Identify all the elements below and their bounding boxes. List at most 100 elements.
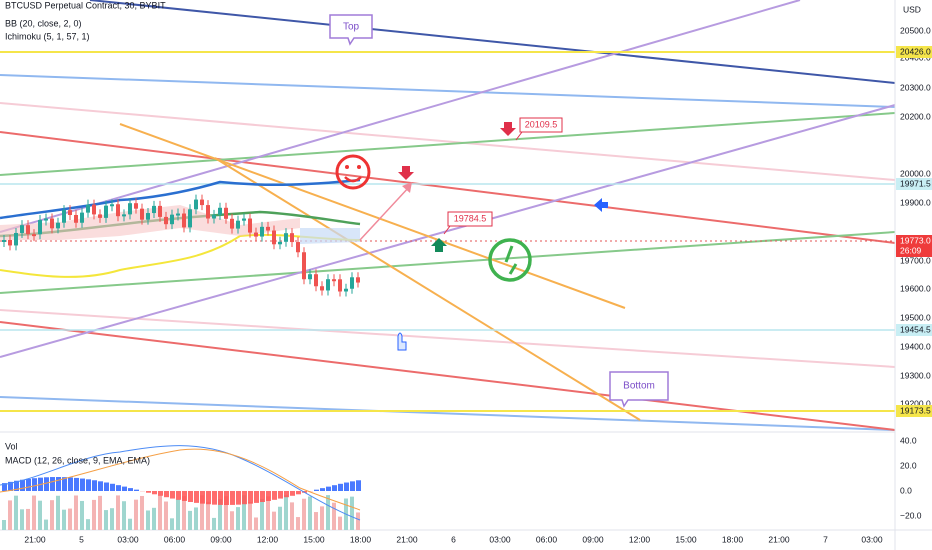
- volume-bar: [284, 495, 288, 530]
- volume-bar: [50, 500, 54, 530]
- candle-body: [146, 213, 150, 220]
- price-tick: 20300.0: [900, 82, 931, 92]
- volume-bar: [224, 496, 228, 530]
- candle-body: [278, 241, 282, 245]
- macd-bar: [92, 480, 97, 491]
- time-tick: 5: [79, 534, 84, 544]
- volume-bar: [176, 499, 180, 530]
- macd-bar: [122, 486, 127, 491]
- volume-bar: [248, 502, 252, 530]
- macd-bar: [164, 491, 169, 498]
- volume-bar: [194, 507, 198, 530]
- drawings: [0, 0, 896, 431]
- candle-body: [158, 205, 162, 217]
- macd-bar: [134, 489, 139, 491]
- time-tick: 09:00: [210, 534, 232, 544]
- indicator: Ichimoku (5, 1, 57, 1): [5, 31, 90, 41]
- volume-bar: [62, 509, 66, 530]
- volume-bar: [86, 519, 90, 530]
- price-tag: 19173.5: [900, 405, 931, 415]
- price-tag: 26:09: [900, 245, 922, 255]
- pane-tick: 20.0: [900, 460, 917, 470]
- currency: USD: [903, 4, 921, 14]
- price-tick: 19200.0: [900, 398, 931, 408]
- macd-bar: [26, 478, 31, 491]
- candle-body: [74, 215, 78, 223]
- volume-bar: [302, 498, 306, 530]
- candle-body: [350, 277, 354, 289]
- macd-bar: [50, 477, 55, 491]
- time-tick: 09:00: [582, 534, 604, 544]
- volume-bar: [20, 509, 24, 530]
- macd-bar: [284, 491, 289, 498]
- macd-bar: [44, 477, 49, 491]
- volume-bar: [8, 500, 12, 530]
- macd-bar: [176, 491, 181, 500]
- price-tag-bg: [896, 235, 932, 247]
- macd-bar: [170, 491, 175, 499]
- candle-body: [206, 205, 210, 219]
- volume-bar: [278, 506, 282, 530]
- candle-body: [140, 208, 144, 220]
- time-tick: 21:00: [396, 534, 418, 544]
- volume-bar: [140, 495, 144, 530]
- price-tag: 19454.5: [900, 324, 931, 334]
- macd-bar: [296, 491, 301, 495]
- candle-body: [326, 279, 330, 291]
- candle-body: [152, 205, 156, 214]
- macd-bar: [272, 491, 277, 500]
- candle-body: [50, 218, 54, 229]
- macd-bar: [32, 478, 37, 491]
- volume-bar: [128, 518, 132, 530]
- macd-bar: [356, 480, 361, 491]
- macd-bar: [218, 491, 223, 505]
- price-tick: 20000.0: [900, 168, 931, 178]
- candle-body: [8, 240, 12, 246]
- time-tick: 7: [823, 534, 828, 544]
- candle-body: [188, 209, 192, 228]
- indicator: BB (20, close, 2, 0): [5, 18, 82, 28]
- volume-bar: [92, 499, 96, 530]
- price-tag: 20426.0: [900, 46, 931, 56]
- macd-bar: [350, 481, 355, 491]
- candle-body: [320, 286, 324, 291]
- candle-body: [26, 225, 30, 235]
- macd-bar: [116, 485, 121, 491]
- volume-bar: [242, 495, 246, 530]
- macd-bar: [224, 491, 229, 505]
- price-label: 19784.5: [454, 213, 487, 223]
- macd-bar: [128, 488, 133, 491]
- time-tick: 15:00: [675, 534, 697, 544]
- volume-bar: [170, 518, 174, 530]
- macd-bar: [8, 481, 13, 491]
- macd-bar: [206, 491, 211, 505]
- candle-body: [164, 216, 168, 225]
- time-tick: 03:00: [861, 534, 883, 544]
- macd-bar: [290, 491, 295, 496]
- volume-bar: [26, 508, 30, 530]
- candle-body: [200, 199, 204, 206]
- candle-body: [242, 218, 246, 221]
- price-tick: 19600.0: [900, 283, 931, 293]
- time-tick: 6: [451, 534, 456, 544]
- macd-bar: [152, 491, 157, 495]
- candle-body: [68, 210, 72, 216]
- candle-body: [62, 210, 66, 223]
- volume-bar: [272, 511, 276, 530]
- macd-bar: [260, 491, 265, 503]
- time-tick: 15:00: [303, 534, 325, 544]
- macd-bar: [326, 486, 331, 491]
- volume-bar: [230, 511, 234, 530]
- callout-bottom: Bottom: [623, 381, 655, 392]
- candle-body: [332, 279, 336, 282]
- callout-top: Top: [343, 22, 360, 33]
- volume-bar: [290, 502, 294, 530]
- price-tag-bg: [896, 178, 932, 190]
- candle-body: [92, 204, 96, 215]
- candle-body: [134, 203, 138, 209]
- macd-bar: [56, 477, 61, 491]
- volume-bar: [326, 495, 330, 530]
- macd-bar: [278, 491, 283, 499]
- macd-bar: [254, 491, 259, 503]
